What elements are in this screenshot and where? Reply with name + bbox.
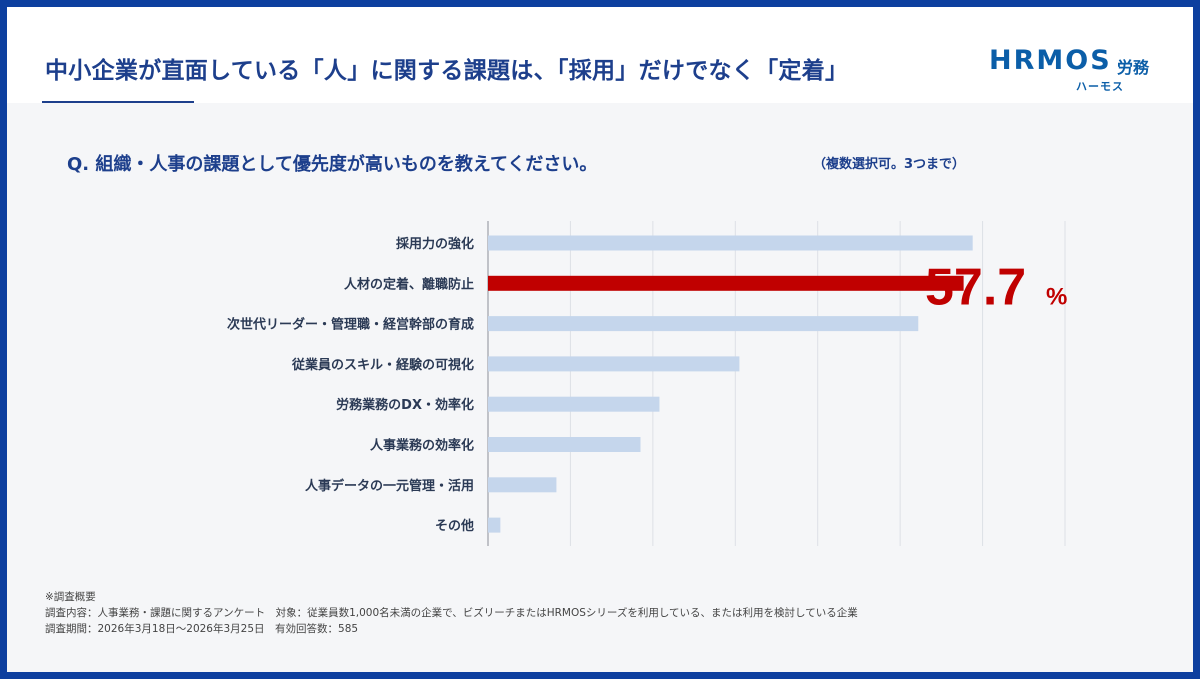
category-label: 採用力の強化 [396,236,474,252]
category-label: その他 [435,518,474,534]
title-underline [42,101,194,103]
category-label: 労務業務のDX・効率化 [336,397,474,413]
bar [488,517,501,533]
bar [488,356,740,372]
highlight-unit-label: % [1046,283,1067,310]
hrmos-logo: HRMOS 労務 ハーモス [989,45,1174,95]
category-label: 人事データの一元管理・活用 [305,478,474,494]
logo-main-text: HRMOS [989,45,1112,76]
category-label: 人事業務の効率化 [370,438,474,454]
notes-heading: ※調査概要 [45,591,96,603]
category-label: 人材の定着、離職防止 [344,276,474,292]
notes-line-1: 調査内容：人事業務・課題に関するアンケート 対象：従業員数1,000名未満の企業… [45,607,858,619]
bar [488,477,557,493]
category-label: 次世代リーダー・管理職・経営幹部の育成 [227,317,474,333]
highlight-value-label: 57.7 [925,258,1026,316]
bar [488,316,919,332]
bar [488,275,964,291]
slide-title: 中小企業が直面している「人」に関する課題は、「採用」だけでなく「定着」 [45,58,849,84]
bar [488,235,973,251]
slide-content: Q. 組織・人事の課題として優先度が高いものを教えてください。 （複数選択可。3… [7,103,1193,672]
bar [488,396,660,412]
bar [488,437,641,452]
question-text: Q. 組織・人事の課題として優先度が高いものを教えてください。 [67,154,598,175]
survey-notes: ※調査概要 調査内容：人事業務・課題に関するアンケート 対象：従業員数1,000… [45,589,858,637]
slide-header: 中小企業が直面している「人」に関する課題は、「採用」だけでなく「定着」 HRMO… [7,7,1193,103]
logo-kana-text: ハーモス [1076,80,1124,93]
notes-line-2: 調査期間：2026年3月18日～2026年3月25日 有効回答数：585 [45,623,359,635]
logo-sub-text: 労務 [1117,58,1150,77]
category-label: 従業員のスキル・経験の可視化 [291,357,474,373]
bar-chart: 採用力の強化人材の定着、離職防止次世代リーダー・管理職・経営幹部の育成従業員のス… [227,221,1067,546]
question-note: （複数選択可。3つまで） [813,157,966,172]
